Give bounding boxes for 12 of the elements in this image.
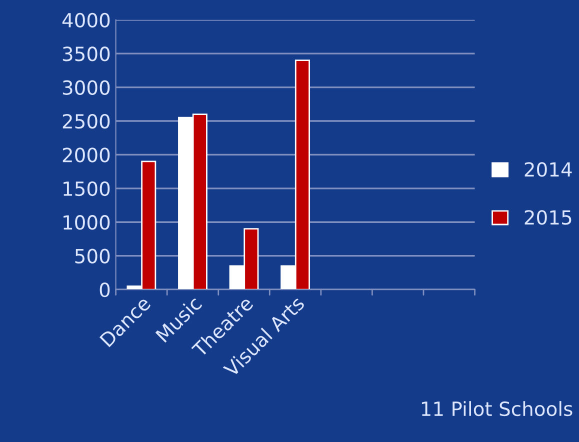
text: 11 Pilot Schools — [422, 401, 572, 416]
y-tick-label: 500 — [75, 248, 110, 264]
y-tick-label: 1000 — [64, 215, 110, 230]
y-tick-label: 3500 — [62, 46, 110, 62]
y-tick-label: 0 — [100, 282, 110, 298]
y-tick-label: 3000 — [62, 80, 110, 95]
legend-label: 2014 — [524, 162, 572, 177]
y-tick-label: 4000 — [62, 12, 110, 28]
legend-label: 2015 — [524, 210, 572, 225]
y-tick-label: 1500 — [64, 181, 110, 196]
y-tick-label: 2500 — [62, 114, 110, 129]
y-tick-label: 2000 — [62, 148, 110, 162]
